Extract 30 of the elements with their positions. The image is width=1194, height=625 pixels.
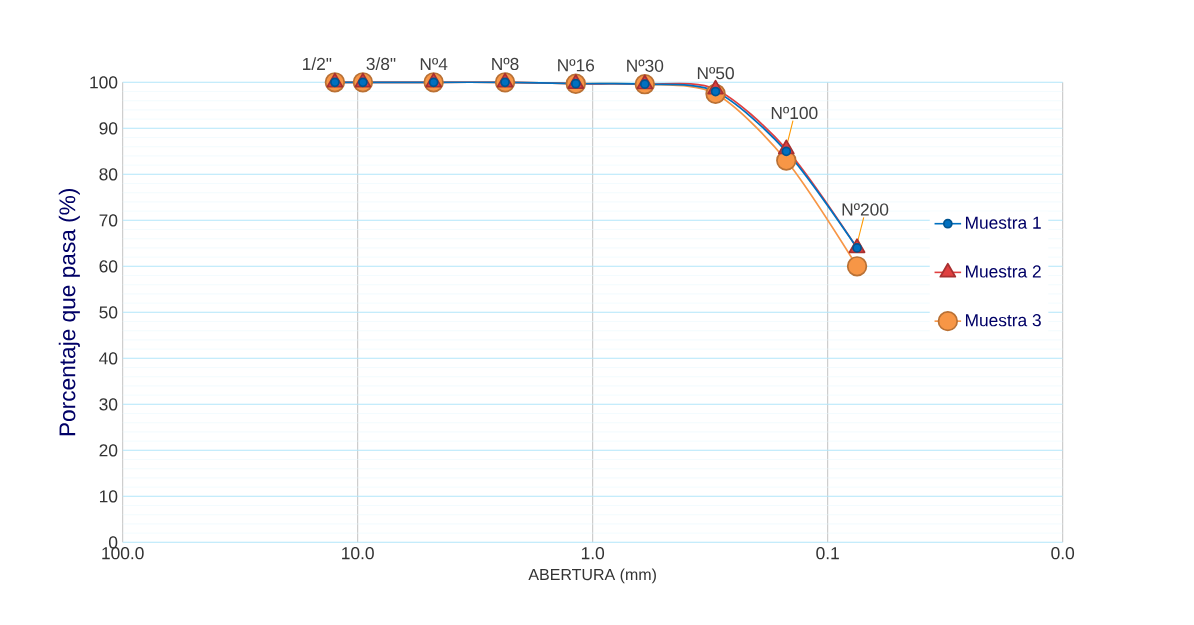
y-tick-label: 90 <box>99 122 118 135</box>
x-tick-label: 10.0 <box>342 547 374 560</box>
y-tick-label: 80 <box>99 168 118 181</box>
y-tick-label: 40 <box>99 352 118 365</box>
annotation: Nº30 <box>627 59 664 72</box>
y-tick-label: 50 <box>99 306 118 319</box>
legend-label: Muestra 3 <box>965 314 1041 327</box>
annotation: Nº8 <box>492 57 519 71</box>
y-tick-label: 20 <box>99 444 118 457</box>
annotation: Nº100 <box>771 106 818 120</box>
annotation: Nº50 <box>697 66 734 80</box>
x-tick-label: 0.1 <box>816 547 839 560</box>
legend-label: Muestra 1 <box>965 216 1041 229</box>
x-tick-label: 100.0 <box>102 547 144 560</box>
annotation: 3/8" <box>366 57 396 71</box>
y-axis-title: Porcentaje que pasa (%) <box>58 189 80 436</box>
x-tick-label: 0.0 <box>1051 547 1075 560</box>
annotation: 1/2" <box>303 57 332 71</box>
y-tick-label: 70 <box>99 214 118 227</box>
legend-label: Muestra 2 <box>965 265 1041 278</box>
y-tick-label: 100 <box>90 76 118 89</box>
annotation: Nº16 <box>558 59 595 72</box>
annotation: Nº200 <box>842 203 889 216</box>
y-tick-label: 0 <box>108 536 118 549</box>
y-tick-label: 30 <box>99 398 118 411</box>
annotation: Nº4 <box>420 57 448 71</box>
x-tick-label: 1.0 <box>581 547 605 560</box>
y-tick-label: 60 <box>99 260 118 273</box>
x-axis-title: ABERTURA (mm) <box>528 568 656 584</box>
y-tick-label: 10 <box>99 490 118 503</box>
